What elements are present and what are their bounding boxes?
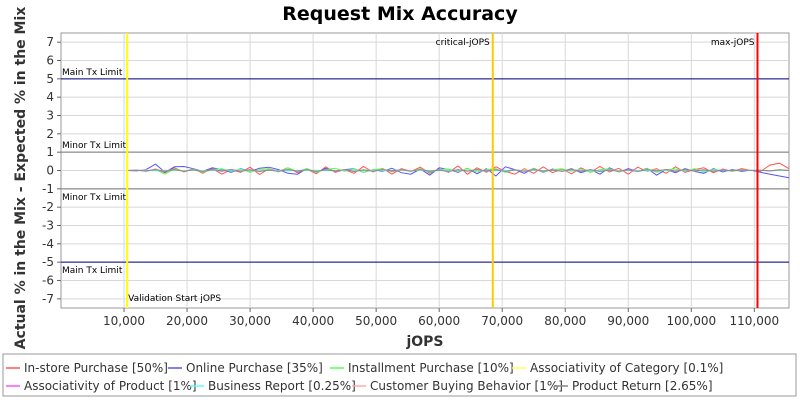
y-tick-label-12: -5 bbox=[42, 255, 54, 269]
limit-lines: Main Tx Limit Minor Tx Limit Minor Tx Limi… bbox=[61, 68, 789, 276]
series-line-0 bbox=[127, 162, 790, 176]
limit-label-0: Main Tx Limit bbox=[62, 68, 123, 78]
x-tick-label-3: 40,000 bbox=[292, 314, 334, 328]
x-tick-label-0: 10,000 bbox=[103, 314, 145, 328]
series-lines bbox=[127, 162, 790, 179]
x-tick-label-9: 100,000 bbox=[666, 314, 716, 328]
x-tick-label-4: 50,000 bbox=[355, 314, 397, 328]
y-tick-label-11: -4 bbox=[42, 237, 54, 251]
x-tick-label-5: 60,000 bbox=[418, 314, 460, 328]
legend-label-6: Customer Buying Behavior [1%] bbox=[370, 379, 563, 393]
x-tick-label-8: 90,000 bbox=[607, 314, 649, 328]
x-axis-label: jOPS bbox=[405, 334, 443, 350]
marker-lines: Validation Start jOPS critical-jOPS max-jO… bbox=[126, 33, 759, 308]
y-tick-label-9: -2 bbox=[42, 200, 54, 214]
legend-label-1: Online Purchase [35%] bbox=[186, 361, 323, 375]
y-tick-label-0: 7 bbox=[46, 35, 54, 49]
marker-label-0: Validation Start jOPS bbox=[128, 294, 221, 304]
x-axis-ticks: 10,000 20,000 30,000 40,000 50,000 60,000 70,0… bbox=[103, 308, 779, 328]
y-tick-label-3: 4 bbox=[46, 90, 54, 104]
y-tick-label-5: 2 bbox=[46, 127, 54, 141]
y-axis-label: Actual % in the Mix - Expected % in the … bbox=[13, 7, 29, 350]
marker-label-2: max-jOPS bbox=[711, 38, 755, 48]
limit-label-2: Minor Tx Limit bbox=[62, 193, 127, 203]
y-tick-label-4: 3 bbox=[46, 109, 54, 123]
x-tick-label-6: 70,000 bbox=[481, 314, 523, 328]
y-tick-label-14: -7 bbox=[42, 292, 54, 306]
limit-label-1: Minor Tx Limit bbox=[62, 141, 127, 151]
x-tick-label-10: 110,000 bbox=[730, 314, 780, 328]
y-axis-ticks: 7 6 5 4 3 2 1 0 -1 -2 -3 -4 -5 -6 -7 bbox=[42, 35, 61, 306]
series-line-7 bbox=[127, 169, 790, 172]
limit-label-3: Main Tx Limit bbox=[62, 266, 123, 276]
legend-label-2: Installment Purchase [10%] bbox=[348, 361, 514, 375]
legend-label-0: In-store Purchase [50%] bbox=[24, 361, 168, 375]
y-tick-label-10: -3 bbox=[42, 219, 54, 233]
x-tick-label-1: 20,000 bbox=[166, 314, 208, 328]
y-tick-label-1: 6 bbox=[46, 54, 54, 68]
y-tick-label-6: 1 bbox=[46, 145, 54, 159]
x-tick-label-7: 80,000 bbox=[544, 314, 586, 328]
legend-label-7: Product Return [2.65%] bbox=[572, 379, 713, 393]
x-tick-label-2: 30,000 bbox=[229, 314, 271, 328]
marker-label-1: critical-jOPS bbox=[436, 38, 490, 48]
legend-label-4: Associativity of Product [1%] bbox=[24, 379, 197, 393]
y-tick-label-7: 0 bbox=[46, 164, 54, 178]
chart-title: Request Mix Accuracy bbox=[282, 3, 518, 25]
legend-label-3: Associativity of Category [0.1%] bbox=[530, 361, 723, 375]
y-tick-label-2: 5 bbox=[46, 72, 54, 86]
y-tick-label-8: -1 bbox=[42, 182, 54, 196]
y-tick-label-13: -6 bbox=[42, 274, 54, 288]
legend-items: In-store Purchase [50%] Online Purchase [… bbox=[6, 361, 723, 393]
legend-label-5: Business Report [0.25%] bbox=[208, 379, 356, 393]
legend bbox=[2, 353, 797, 397]
